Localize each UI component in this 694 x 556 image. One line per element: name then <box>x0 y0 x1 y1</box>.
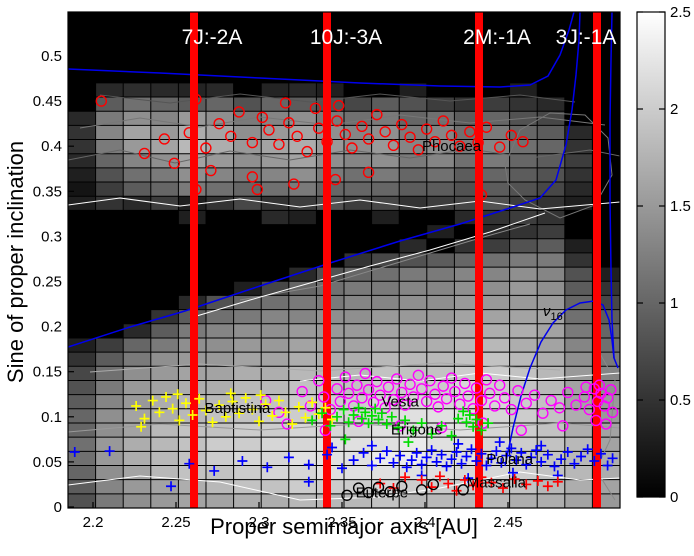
resonance-line <box>323 12 331 508</box>
nu6-inner-curve <box>68 12 581 348</box>
resonance-line <box>190 12 198 508</box>
x-axis-title: Proper semimajor axis [AU] <box>210 514 478 539</box>
x-tick-label: 2.4 <box>415 514 436 531</box>
y-tick-label: 0 <box>54 499 62 516</box>
y-tick-label: 0.45 <box>33 93 62 110</box>
y-tick-label: 0.3 <box>41 228 62 245</box>
nu6-upper-curve <box>68 12 575 88</box>
resonance-label: 7J:-2A <box>182 26 243 49</box>
family-baptistina-points <box>131 388 338 432</box>
resonance-lines <box>190 12 601 508</box>
family-euterpe-points <box>341 478 469 501</box>
family-label-polana: Polana <box>486 451 533 468</box>
grid-layer <box>67 11 621 509</box>
y-tick-label: 0.2 <box>41 319 62 336</box>
colorbar-tick-label: 0 <box>670 489 678 506</box>
axes-layer: 2.2 2.25 2.3 2.35 2.4 2.45 0 0.05 0.1 0.15 0.2 0.25… <box>33 11 621 531</box>
y-tick-label: 0.1 <box>41 409 62 426</box>
colorbar-tick-label: 2 <box>670 101 678 118</box>
nu16-resonance-label: ν16 <box>543 304 563 323</box>
nu16-symbol: ν <box>543 303 551 320</box>
family-label-vesta: Vesta <box>381 393 419 410</box>
resonance-label: 3J:-1A <box>556 26 617 49</box>
colorbar-gradient <box>636 11 666 498</box>
resonance-line <box>593 12 601 508</box>
resonance-line <box>475 12 483 508</box>
nu16-subscript: 16 <box>550 311 563 323</box>
family-polana-points <box>69 437 618 492</box>
colorbar: 0 0.5 1 1.5 2 2.5 <box>636 4 691 506</box>
x-tick-label: 2.35 <box>327 514 356 531</box>
colorbar-tick-label: 2.5 <box>670 4 691 21</box>
family-label-massalia: Massalia <box>467 475 527 492</box>
resonance-label: 10J:-3A <box>310 26 382 49</box>
y-tick-label: 0.35 <box>33 183 62 200</box>
resonance-curves-layer <box>68 12 619 467</box>
colorbar-tick-label: 1.5 <box>670 198 691 215</box>
right-branch-curve <box>609 12 619 369</box>
y-tick-label: 0.5 <box>41 48 62 65</box>
x-tick-label: 2.45 <box>493 514 522 531</box>
family-labels: Phocaea Vesta Baptistina Erigone Polana Massa… <box>204 138 533 501</box>
family-massalia-points <box>375 471 563 496</box>
y-axis-title: Sine of proper inclination <box>3 140 28 384</box>
family-vesta-points <box>259 367 619 437</box>
y-tick-label: 0.05 <box>33 454 62 471</box>
y-tick-label: 0.4 <box>41 138 62 155</box>
x-tick-label: 2.3 <box>249 514 270 531</box>
resonance-label: 2M:-1A <box>463 26 531 49</box>
family-label-phocaea: Phocaea <box>422 138 482 155</box>
x-tick-label: 2.25 <box>161 514 190 531</box>
colorbar-tick-label: 1 <box>670 295 678 312</box>
family-phocaea-points <box>95 93 529 201</box>
colorbar-tick-label: 0.5 <box>670 392 691 409</box>
x-tick-label: 2.2 <box>83 514 104 531</box>
family-label-baptistina: Baptistina <box>204 400 271 417</box>
family-label-erigone: Erigone <box>391 421 443 438</box>
family-erigone-points <box>307 402 494 448</box>
family-markers <box>69 93 619 501</box>
y-tick-label: 0.25 <box>33 274 62 291</box>
resonance-labels: 7J:-2A 10J:-3A 2M:-1A 3J:-1A <box>182 26 617 49</box>
family-label-euterpe: Euterpe <box>356 485 409 502</box>
y-tick-label: 0.15 <box>33 364 62 381</box>
contour-layer <box>68 93 620 501</box>
nu16-curve-curve <box>504 300 615 467</box>
